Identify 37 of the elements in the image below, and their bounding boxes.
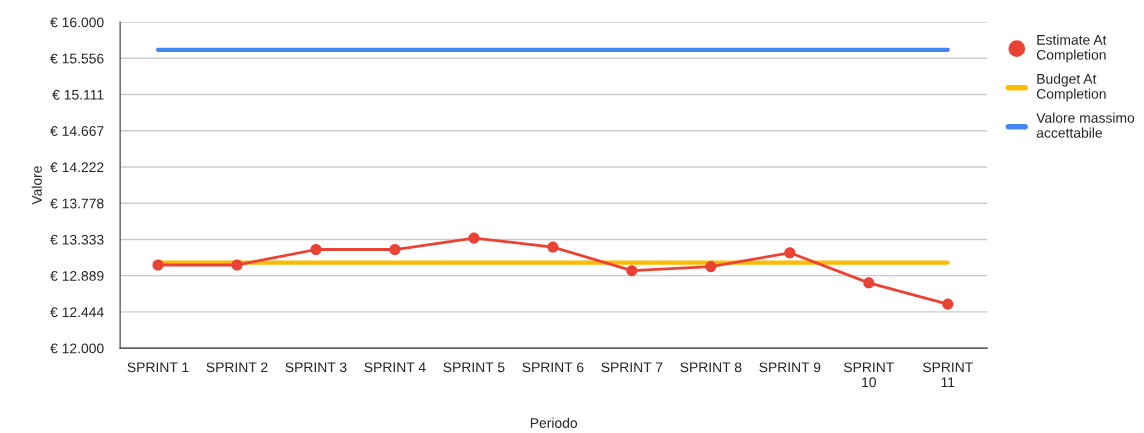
x-tick-label: SPRINT 3 [285, 362, 347, 373]
y-tick-label: € 12.444 [50, 307, 104, 318]
point [705, 261, 717, 273]
x-tick-label: SPRINT 11 [922, 362, 973, 388]
y-tick-label: € 14.667 [50, 126, 104, 136]
x-tick-label: SPRINT 8 [680, 362, 742, 373]
y-tick-label: € 13.778 [50, 198, 104, 209]
point [784, 247, 796, 259]
x-tick-label: SPRINT 7 [601, 362, 663, 373]
y-tick-label: € 15.556 [50, 53, 104, 64]
x-tick-label: SPRINT 10 [843, 362, 894, 388]
legend-label: Estimate At Completion [1036, 34, 1107, 63]
x-tick-label: SPRINT 6 [522, 362, 584, 373]
x-tick-label: SPRINT 9 [759, 362, 821, 373]
x-tick-label: SPRINT 2 [206, 362, 268, 373]
x-tick-label: SPRINT 5 [443, 362, 505, 373]
y-tick-label: € 16.000 [50, 17, 104, 28]
x-axis-title: Periodo [530, 417, 578, 428]
y-tick-label: € 12.000 [50, 343, 104, 354]
point [547, 241, 559, 253]
y-tick-label: € 12.889 [50, 271, 104, 281]
point [231, 259, 243, 271]
point [310, 243, 322, 256]
point [468, 232, 480, 244]
y-tick-label: € 15.111 [52, 89, 104, 100]
point [152, 259, 164, 271]
x-tick-label: SPRINT 1 [127, 362, 189, 373]
y-axis-title: Valore [31, 166, 42, 205]
point [863, 277, 875, 289]
point [389, 243, 401, 256]
x-tick-label: SPRINT 4 [364, 362, 426, 373]
point [626, 265, 638, 277]
y-tick-label: € 14.222 [50, 162, 104, 173]
y-tick-label: € 13.333 [50, 234, 104, 245]
point [942, 298, 954, 310]
legend-label: Budget At Completion [1036, 73, 1106, 102]
legend-label: Valore massimo accettabile [1036, 112, 1135, 138]
